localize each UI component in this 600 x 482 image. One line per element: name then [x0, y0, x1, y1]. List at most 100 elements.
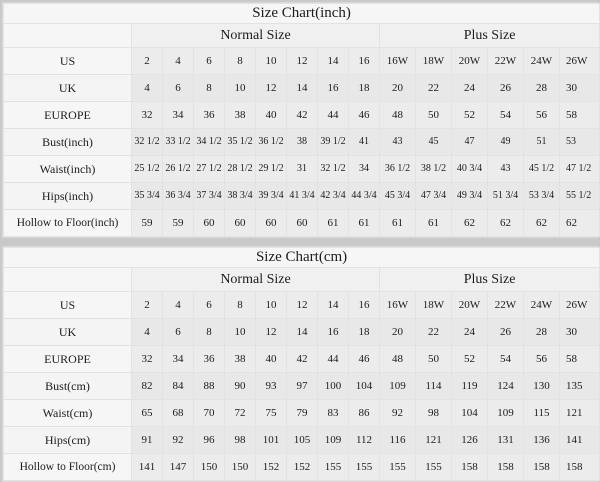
cell: 61	[415, 209, 452, 237]
cell: 28 1/2	[224, 155, 256, 183]
chart-title: Size Chart(cm)	[2, 247, 600, 268]
cell: 92	[162, 426, 194, 454]
row-header-uk: UK	[3, 74, 132, 102]
cell: 38 1/2	[415, 155, 452, 183]
cell: 141	[558, 426, 600, 454]
cell: 104	[348, 372, 380, 400]
table-row: Waist(inch) 25 1/2 26 1/2 27 1/2 28 1/2 …	[3, 155, 600, 183]
cell: 45 1/2	[523, 155, 560, 183]
cell: 10	[224, 74, 256, 102]
cell: 150	[224, 453, 256, 481]
cell: 51	[523, 128, 560, 156]
chart-title-row: Size Chart(cm)	[2, 247, 600, 268]
cell: 130	[523, 372, 560, 400]
cell: 91	[131, 426, 163, 454]
cell: 18	[348, 318, 380, 346]
row-header-europe: EUROPE	[3, 345, 132, 373]
cell: 41	[348, 128, 380, 156]
cell: 79	[286, 399, 318, 427]
cell: 158	[451, 453, 488, 481]
cell: 24W	[523, 47, 560, 75]
cell: 82	[131, 372, 163, 400]
table-row: Bust(cm) 82 84 88 90 93 97 100 104 109 1…	[3, 372, 600, 400]
row-header-waist: Waist(inch)	[3, 155, 132, 183]
cell: 152	[286, 453, 318, 481]
cell: 32 1/2	[317, 155, 349, 183]
cell: 14	[286, 318, 318, 346]
size-chart-inch-block: Size Chart(inch) Normal Size Plus Size U…	[2, 2, 600, 238]
group-blank-cell	[3, 23, 132, 48]
chart-group-row: Normal Size Plus Size	[3, 23, 600, 48]
cell: 34	[348, 155, 380, 183]
cell: 47	[451, 128, 488, 156]
row-header-uk: UK	[3, 318, 132, 346]
row-header-europe: EUROPE	[3, 101, 132, 129]
cell: 10	[255, 47, 287, 75]
cell: 2	[131, 47, 163, 75]
cell: 44 3/4	[348, 182, 380, 210]
cell: 54	[487, 345, 524, 373]
cell: 109	[317, 426, 349, 454]
table-row: EUROPE 32 34 36 38 40 42 44 46 48 50 52 …	[3, 101, 600, 129]
cell: 28	[523, 74, 560, 102]
cell: 2	[131, 291, 163, 319]
cell: 126	[451, 426, 488, 454]
cell: 12	[255, 74, 287, 102]
cell: 158	[523, 453, 560, 481]
cell: 36 1/2	[255, 128, 287, 156]
chart-group-row: Normal Size Plus Size	[3, 267, 600, 292]
cell: 25 1/2	[131, 155, 163, 183]
group-normal-size: Normal Size	[131, 267, 380, 292]
cell: 39 3/4	[255, 182, 287, 210]
cell: 70	[193, 399, 225, 427]
cell: 62	[523, 209, 560, 237]
cell: 29 1/2	[255, 155, 287, 183]
cell: 147	[162, 453, 194, 481]
cell: 119	[451, 372, 488, 400]
cell: 32	[131, 101, 163, 129]
cell: 62	[451, 209, 488, 237]
cell: 4	[131, 318, 163, 346]
table-row: Hips(cm) 91 92 96 98 101 105 109 112 116…	[3, 426, 600, 454]
cell: 36	[193, 345, 225, 373]
cell: 121	[415, 426, 452, 454]
cell: 44	[317, 101, 349, 129]
cell: 34	[162, 101, 194, 129]
cell: 112	[348, 426, 380, 454]
cell: 20W	[451, 47, 488, 75]
cell: 24	[451, 318, 488, 346]
cell: 60	[193, 209, 225, 237]
cell: 38	[224, 345, 256, 373]
cell: 35 1/2	[224, 128, 256, 156]
cell: 59	[162, 209, 194, 237]
cell: 30	[558, 74, 600, 102]
cell: 65	[131, 399, 163, 427]
cell: 20	[379, 318, 416, 346]
cell: 36 3/4	[162, 182, 194, 210]
table-row: Waist(cm) 65 68 70 72 75 79 83 86 92 98 …	[3, 399, 600, 427]
group-normal-size: Normal Size	[131, 23, 380, 48]
cell: 34	[162, 345, 194, 373]
group-plus-size: Plus Size	[378, 23, 600, 48]
cell: 61	[379, 209, 416, 237]
cell: 14	[317, 291, 349, 319]
cell: 33 1/2	[162, 128, 194, 156]
cell: 48	[379, 345, 416, 373]
cell: 100	[317, 372, 349, 400]
cell: 8	[193, 318, 225, 346]
size-chart-cm-block: Size Chart(cm) Normal Size Plus Size US …	[2, 246, 600, 482]
row-header-bust: Bust(inch)	[3, 128, 132, 156]
cell: 16	[317, 318, 349, 346]
table-row: Hollow to Floor(cm) 141 147 150 150 152 …	[3, 453, 600, 481]
cell: 47 1/2	[558, 155, 600, 183]
cell: 158	[558, 453, 600, 481]
cell: 150	[193, 453, 225, 481]
cell: 42	[286, 345, 318, 373]
table-row: UK 4 6 8 10 12 14 16 18 20 22 24 26 28 3…	[3, 318, 600, 346]
cell: 98	[415, 399, 452, 427]
cell: 40	[255, 345, 287, 373]
cell: 45	[415, 128, 452, 156]
cell: 114	[415, 372, 452, 400]
cell: 155	[317, 453, 349, 481]
